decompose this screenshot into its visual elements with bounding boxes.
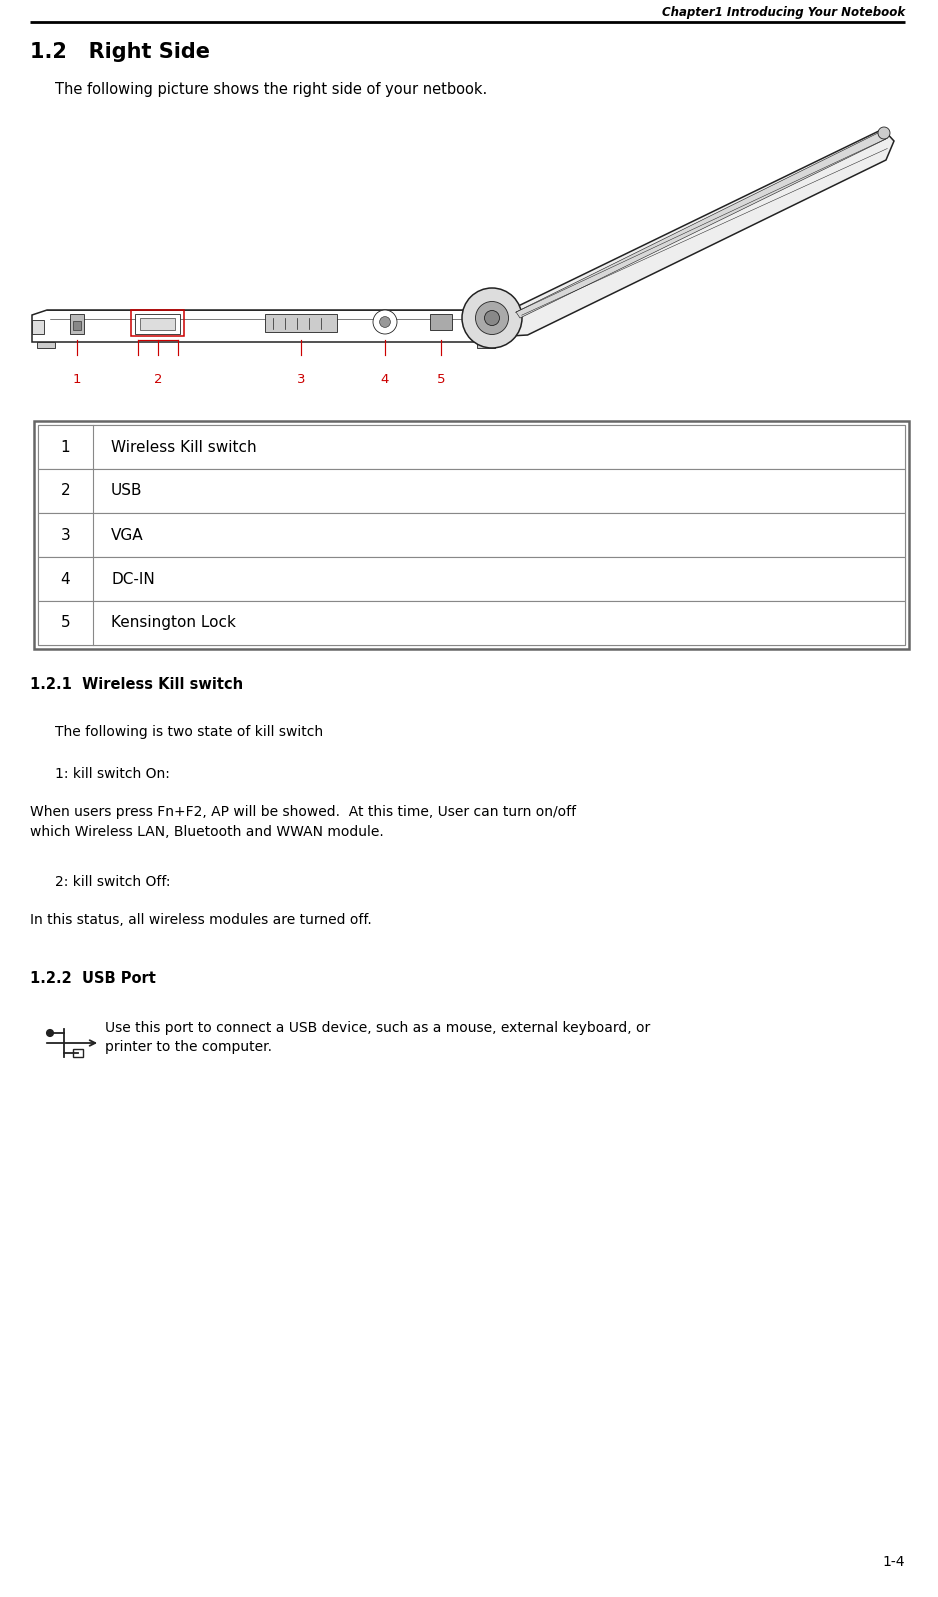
Text: 3: 3: [61, 527, 70, 543]
Text: 1-4: 1-4: [883, 1555, 905, 1568]
Text: VGA: VGA: [111, 527, 144, 543]
Text: 2: kill switch Off:: 2: kill switch Off:: [55, 875, 171, 890]
Polygon shape: [516, 133, 886, 318]
Text: The following picture shows the right side of your netbook.: The following picture shows the right si…: [55, 81, 487, 97]
Circle shape: [878, 128, 890, 139]
Bar: [38, 557, 905, 600]
Text: Wireless Kill switch: Wireless Kill switch: [111, 439, 257, 455]
Text: 5: 5: [61, 615, 70, 631]
Text: Chapter1 Introducing Your Notebook: Chapter1 Introducing Your Notebook: [661, 6, 905, 19]
Bar: [70, 315, 84, 334]
Bar: [265, 315, 337, 332]
Bar: [38, 600, 905, 645]
Bar: [37, 342, 55, 348]
Bar: [34, 422, 909, 648]
Text: 2: 2: [61, 484, 70, 498]
Text: 5: 5: [437, 374, 446, 386]
Text: Kensington Lock: Kensington Lock: [111, 615, 235, 631]
Text: 1.2   Right Side: 1.2 Right Side: [30, 42, 210, 62]
Text: When users press Fn+F2, AP will be showed.  At this time, User can turn on/off
w: When users press Fn+F2, AP will be showe…: [30, 805, 576, 838]
Circle shape: [373, 310, 397, 334]
Bar: [38, 470, 905, 513]
Circle shape: [47, 1030, 53, 1036]
Text: 1.2.2  USB Port: 1.2.2 USB Port: [30, 971, 156, 985]
Circle shape: [476, 302, 508, 334]
Text: Use this port to connect a USB device, such as a mouse, external keyboard, or
pr: Use this port to connect a USB device, s…: [105, 1020, 650, 1054]
Polygon shape: [32, 310, 505, 342]
Circle shape: [380, 316, 390, 327]
Text: 1: 1: [73, 374, 82, 386]
Text: The following is two state of kill switch: The following is two state of kill switc…: [55, 725, 323, 739]
Text: USB: USB: [111, 484, 143, 498]
Text: 4: 4: [61, 572, 70, 586]
Polygon shape: [32, 319, 44, 334]
Text: DC-IN: DC-IN: [111, 572, 155, 586]
Circle shape: [462, 287, 522, 348]
Text: 1.2.1  Wireless Kill switch: 1.2.1 Wireless Kill switch: [30, 677, 243, 692]
Circle shape: [485, 310, 500, 326]
Bar: [140, 318, 175, 331]
Text: 2: 2: [154, 374, 162, 386]
Bar: [430, 315, 452, 331]
Bar: [38, 425, 905, 470]
Bar: [131, 310, 184, 335]
Text: 1: kill switch On:: 1: kill switch On:: [55, 767, 170, 781]
Bar: [38, 425, 905, 645]
Text: In this status, all wireless modules are turned off.: In this status, all wireless modules are…: [30, 913, 371, 926]
Text: 4: 4: [381, 374, 389, 386]
Bar: [135, 315, 180, 334]
Polygon shape: [510, 129, 894, 335]
Text: 1: 1: [61, 439, 70, 455]
Bar: [38, 513, 905, 557]
Bar: [73, 321, 81, 331]
Bar: [73, 1049, 83, 1057]
Text: 3: 3: [296, 374, 305, 386]
Bar: [477, 342, 495, 348]
